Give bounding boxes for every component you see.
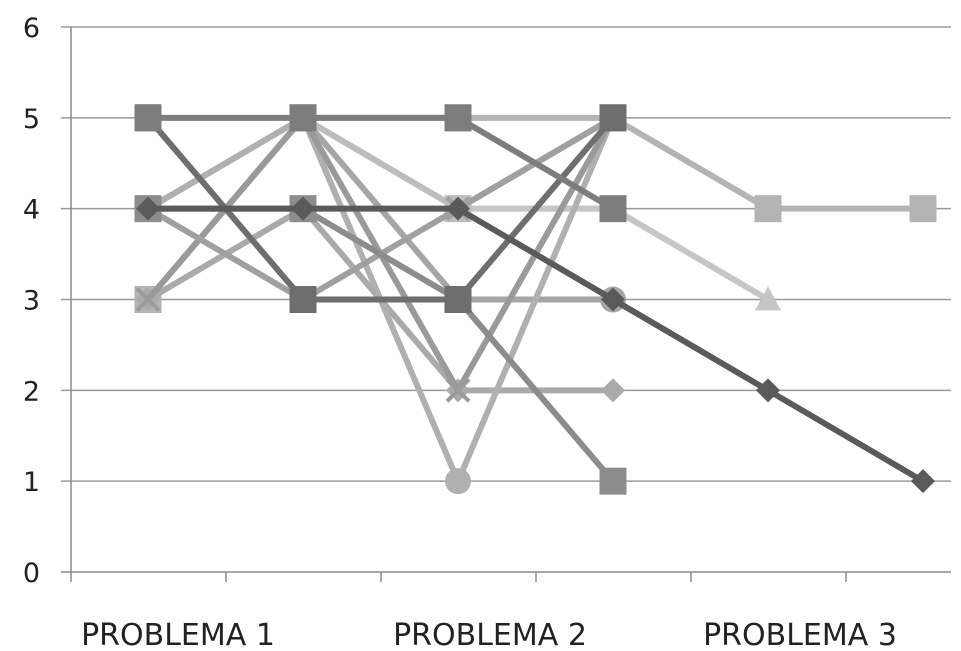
series-1-point-5	[756, 378, 780, 403]
y-tick-label-4: 4	[23, 195, 40, 226]
series-2-point-3	[444, 104, 472, 132]
series-1-point-4	[601, 287, 625, 312]
series-1-point-6	[911, 469, 935, 494]
y-tick-label-3: 3	[23, 286, 40, 317]
series-1	[136, 196, 935, 494]
series-1-point-1	[136, 196, 160, 221]
series-2	[134, 104, 627, 223]
y-tick-label-6: 6	[23, 13, 40, 44]
series-4-point-4	[599, 467, 627, 495]
series-6-point-3	[445, 377, 471, 403]
category-label-1: PROBLEMA 1	[81, 618, 275, 651]
series-9-point-6	[909, 195, 937, 223]
y-tick-label-0: 0	[23, 558, 40, 589]
series-3-point-3	[444, 286, 472, 313]
y-tick-label-1: 1	[23, 467, 40, 498]
series-7-point-3	[445, 468, 471, 495]
series-9-point-5	[754, 195, 782, 223]
series-2-point-2	[289, 104, 317, 132]
series-11-point-5	[755, 286, 781, 311]
y-tick-label-5: 5	[23, 104, 40, 135]
series-6-point-1	[135, 287, 161, 312]
y-tick-label-2: 2	[23, 376, 40, 407]
category-label-2: PROBLEMA 2	[393, 618, 587, 651]
series-2-line	[145, 114, 616, 212]
series-3-point-2	[289, 286, 317, 313]
series-1-point-2	[291, 196, 315, 221]
series-8-point-4	[601, 378, 625, 403]
series-2-point-1	[134, 104, 162, 132]
category-label-3: PROBLEMA 3	[703, 618, 897, 651]
series-1-point-3	[446, 196, 470, 221]
series-4	[134, 195, 627, 495]
series-3-point-4	[599, 104, 627, 132]
series-2-point-4	[599, 195, 627, 223]
series-1-line	[145, 205, 926, 485]
